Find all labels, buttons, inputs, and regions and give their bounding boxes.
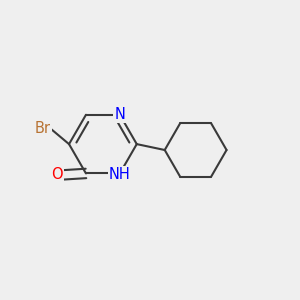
Text: Br: Br (35, 121, 51, 136)
Text: N: N (114, 107, 125, 122)
Text: O: O (51, 167, 62, 182)
Text: NH: NH (109, 167, 131, 182)
